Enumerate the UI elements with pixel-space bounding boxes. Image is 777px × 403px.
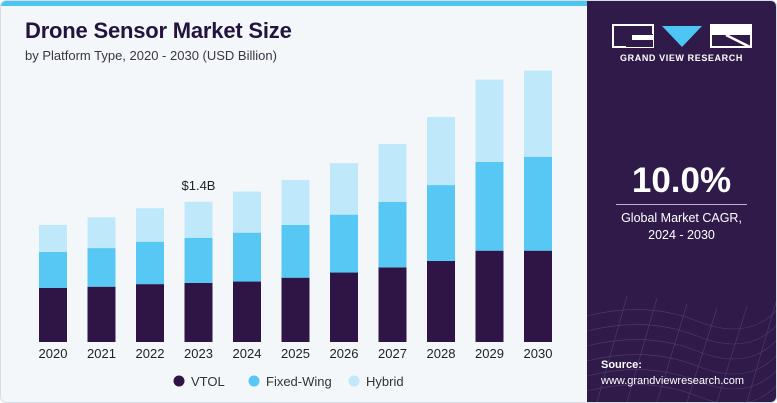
mesh-decoration	[587, 295, 776, 402]
x-tick-label-2028: 2028	[427, 346, 456, 361]
bar-hybrid-2029	[475, 79, 504, 162]
chart-subtitle: by Platform Type, 2020 - 2030 (USD Billi…	[25, 48, 277, 63]
cagr-divider	[616, 204, 747, 205]
bar-fixed-wing-2021	[87, 248, 116, 287]
bar-hybrid-2020	[39, 224, 67, 252]
bar-hybrid-2021	[87, 217, 116, 249]
bar-fixed-wing-2020	[39, 251, 67, 288]
source-url[interactable]: www.grandviewresearch.com	[601, 375, 745, 387]
legend-label-vtol: VTOL	[191, 374, 225, 389]
bar-fixed-wing-2026	[330, 214, 358, 273]
sidebar: GRAND VIEW RESEARCH 10.0% Global Market …	[587, 1, 776, 402]
legend-marker-hybrid	[348, 375, 360, 387]
bar-vtol-2027	[378, 267, 407, 342]
bar-vtol-2026	[330, 272, 358, 342]
bar-hybrid-2028	[427, 116, 455, 186]
bar-fixed-wing-2030	[524, 156, 552, 251]
bar-fixed-wing-2025	[281, 224, 310, 278]
bar-fixed-wing-2028	[427, 185, 455, 261]
bar-vtol-2024	[233, 281, 261, 342]
x-tick-label-2026: 2026	[330, 346, 359, 361]
x-tick-label-2025: 2025	[281, 346, 310, 361]
bar-vtol-2030	[524, 250, 552, 342]
bar-hybrid-2026	[330, 163, 358, 215]
bar-fixed-wing-2024	[233, 232, 261, 282]
x-tick-label-2027: 2027	[378, 346, 407, 361]
bar-vtol-2028	[427, 260, 455, 342]
stacked-bar-chart: 2020 2021 2022 2023 $1.4B 2024 2025 2026 2027 202…	[39, 70, 553, 389]
chart-panel: Drone Sensor Market Size by Platform Typ…	[1, 1, 587, 402]
legend-label-hybrid: Hybrid	[366, 374, 404, 389]
accent-bar	[1, 1, 587, 6]
bar-fixed-wing-2023	[184, 237, 213, 283]
bar-vtol-2020	[39, 287, 67, 342]
source-label: Source:	[601, 359, 642, 371]
legend-label-fixed-wing: Fixed-Wing	[266, 374, 332, 389]
x-tick-label-2024: 2024	[233, 346, 262, 361]
bar-hybrid-2025	[281, 179, 310, 225]
x-tick-label-2030: 2030	[524, 346, 553, 361]
bar-hybrid-2022	[136, 208, 164, 242]
bar-hybrid-2024	[233, 191, 261, 233]
x-tick-label-2020: 2020	[39, 346, 68, 361]
bar-vtol-2022	[136, 284, 164, 342]
cagr-label-line1: Global Market CAGR,	[621, 211, 742, 225]
bar-fixed-wing-2027	[378, 201, 407, 268]
bar-hybrid-2027	[378, 143, 407, 202]
cagr-label: Global Market CAGR, 2024 - 2030	[587, 210, 776, 244]
bar-vtol-2029	[475, 250, 504, 342]
x-tick-label-2029: 2029	[475, 346, 504, 361]
x-tick-label-2021: 2021	[87, 346, 116, 361]
bar-hybrid-2030	[524, 70, 552, 157]
x-tick-label-2022: 2022	[136, 346, 165, 361]
bar-vtol-2023	[184, 282, 213, 342]
legend-marker-fixed-wing	[248, 375, 260, 387]
cagr-value: 10.0%	[631, 161, 732, 200]
bar-vtol-2025	[281, 277, 310, 342]
data-label-2023: $1.4B	[182, 178, 216, 193]
chart-title: Drone Sensor Market Size	[25, 18, 292, 43]
brand-name: GRAND VIEW RESEARCH	[620, 53, 743, 63]
grand-view-research-logo	[612, 24, 752, 49]
legend-marker-vtol	[173, 375, 185, 387]
cagr-label-line2: 2024 - 2030	[648, 228, 715, 242]
bar-vtol-2021	[87, 286, 116, 342]
bar-hybrid-2023	[184, 201, 213, 238]
x-tick-label-2023: 2023	[184, 346, 213, 361]
bar-fixed-wing-2022	[136, 241, 164, 285]
bar-fixed-wing-2029	[475, 161, 504, 251]
